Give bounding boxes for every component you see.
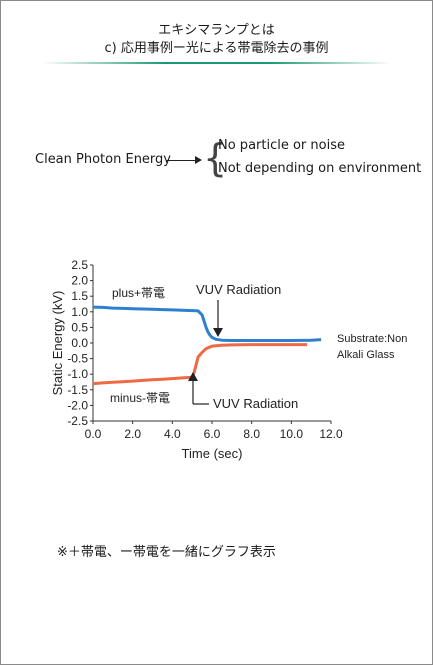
y-axis-label: Static Energy (kV): [50, 291, 65, 396]
x-axis-label: Time (sec): [182, 446, 243, 461]
arrow-up-icon: [188, 372, 198, 381]
y-tick-label: -1.0: [67, 367, 88, 381]
x-tick-label: 6.0: [204, 427, 221, 441]
x-tick-label: 10.0: [280, 427, 304, 441]
x-tick-label: 2.0: [124, 427, 141, 441]
y-tick-label: -2.0: [67, 398, 88, 412]
y-tick-label: 0.5: [71, 320, 88, 334]
y-tick-label: 2.5: [71, 258, 88, 272]
minus-label-box: [104, 388, 172, 407]
header-divider: [42, 62, 392, 64]
x-tick-label: 12.0: [319, 427, 343, 441]
plus-series-label: plus+帯電: [112, 286, 165, 300]
header: エキシマランプとは c) 応用事例ー光による帯電除去の事例: [0, 22, 433, 58]
arrow-down-icon: [213, 328, 223, 337]
y-tick-label: -1.5: [67, 383, 88, 397]
feature-arrow: [166, 160, 196, 161]
arrow-head-icon: [195, 156, 202, 164]
vuv-label-top: VUV Radiation: [196, 282, 281, 297]
y-tick-label: -0.5: [67, 352, 88, 366]
plus-series-line: [92, 305, 322, 342]
substrate-label-line2: Alkali Glass: [337, 349, 395, 361]
brace-icon: {: [203, 136, 228, 180]
y-tick-label: -2.5: [67, 414, 88, 428]
x-tick-label: 0.0: [85, 427, 102, 441]
minus-series-label: minus-帯電: [110, 391, 170, 405]
y-tick-label: 0.0: [71, 336, 88, 350]
vuv-label-bottom: VUV Radiation: [213, 396, 298, 411]
feature-item-2: Not depending on environment: [218, 161, 422, 176]
x-tick-label: 8.0: [243, 427, 260, 441]
feature-label: Clean Photon Energy: [35, 152, 171, 167]
page-subtitle: c) 応用事例ー光による帯電除去の事例: [104, 41, 329, 56]
page-title: エキシマランプとは: [158, 23, 275, 38]
chart-annotations: plus+帯電 minus-帯電 VUV Radiation VUV Radiatio…: [104, 282, 407, 411]
chart-axes: 2.52.01.51.00.50.0-0.5-1.0-1.5-2.0-2.50.…: [50, 258, 343, 461]
footnote: ※＋帯電、ー帯電を一緒にグラフ表示: [57, 545, 276, 560]
y-tick-label: 1.0: [71, 305, 88, 319]
minus-series-line: [92, 343, 308, 386]
plus-label-box: [106, 283, 170, 302]
chart-series: [92, 305, 322, 386]
substrate-label-line1: Substrate:Non: [337, 333, 407, 345]
feature-item-1: No particle or noise: [218, 138, 345, 153]
y-tick-label: 1.5: [71, 289, 88, 303]
x-tick-label: 4.0: [164, 427, 181, 441]
y-tick-label: 2.0: [71, 274, 88, 288]
